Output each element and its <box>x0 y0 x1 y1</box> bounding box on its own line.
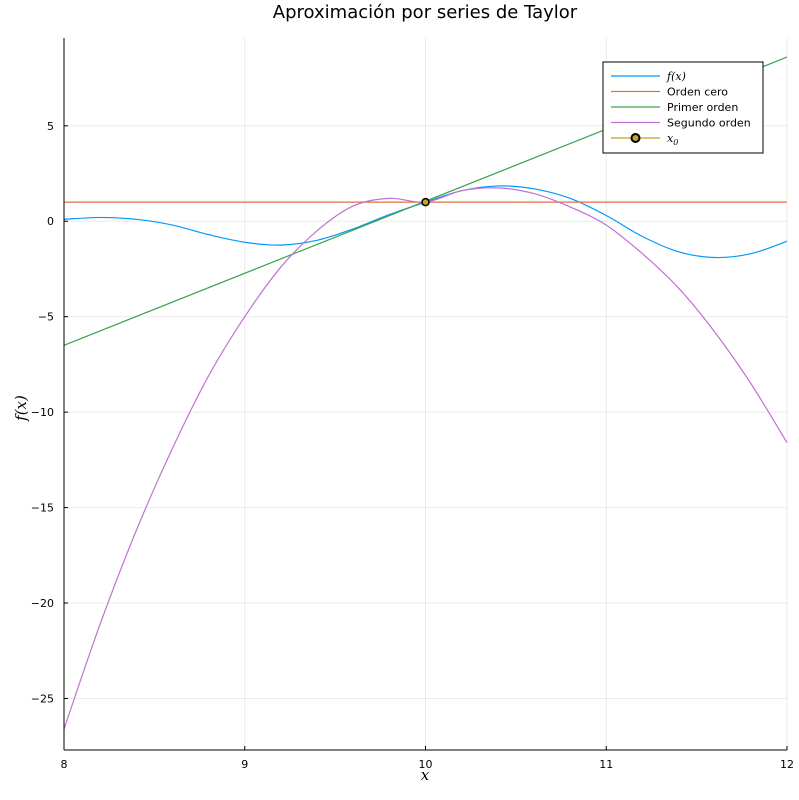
y-tick-label: −5 <box>38 311 54 324</box>
x-tick-label: 9 <box>241 758 248 771</box>
x0-point <box>421 197 430 207</box>
legend-marker <box>630 133 641 143</box>
legend-label: Primer orden <box>667 101 738 114</box>
tick-labels: 8 9 10 11 12 5 0 −5 −10 −15 −20 −25 <box>31 120 794 771</box>
x-tick-label: 11 <box>599 758 613 771</box>
y-axis-label: f(x) <box>12 395 30 422</box>
legend-label: x0 <box>667 132 678 147</box>
y-tick-label: −10 <box>31 406 54 419</box>
x-axis-label-text: x <box>421 766 430 784</box>
chart-title: Aproximación por series de Taylor <box>273 2 578 23</box>
y-tick-label: −15 <box>31 502 54 515</box>
y-tick-label: 5 <box>47 120 54 133</box>
y-axis-label-text: f(x) <box>12 395 30 422</box>
y-tick-label: 0 <box>47 215 54 228</box>
y-tick-label: −25 <box>31 692 54 705</box>
legend: f(x) Orden cero Primer orden Segundo orden x… <box>602 61 764 154</box>
y-tick-label: −20 <box>31 597 54 610</box>
x-axis-label: x <box>421 766 430 784</box>
gridlines <box>63 38 788 750</box>
x-tick-label: 12 <box>780 758 794 771</box>
x-tick-label: 10 <box>419 758 433 771</box>
legend-items: f(x) Orden cero Primer orden Segundo orden x… <box>611 70 751 147</box>
legend-label: f(x) <box>666 70 686 83</box>
series-line-3 <box>63 187 788 730</box>
x-tick-label: 8 <box>61 758 68 771</box>
legend-label: Segundo orden <box>667 117 751 130</box>
axes <box>63 38 788 751</box>
legend-label: Orden cero <box>667 86 728 99</box>
